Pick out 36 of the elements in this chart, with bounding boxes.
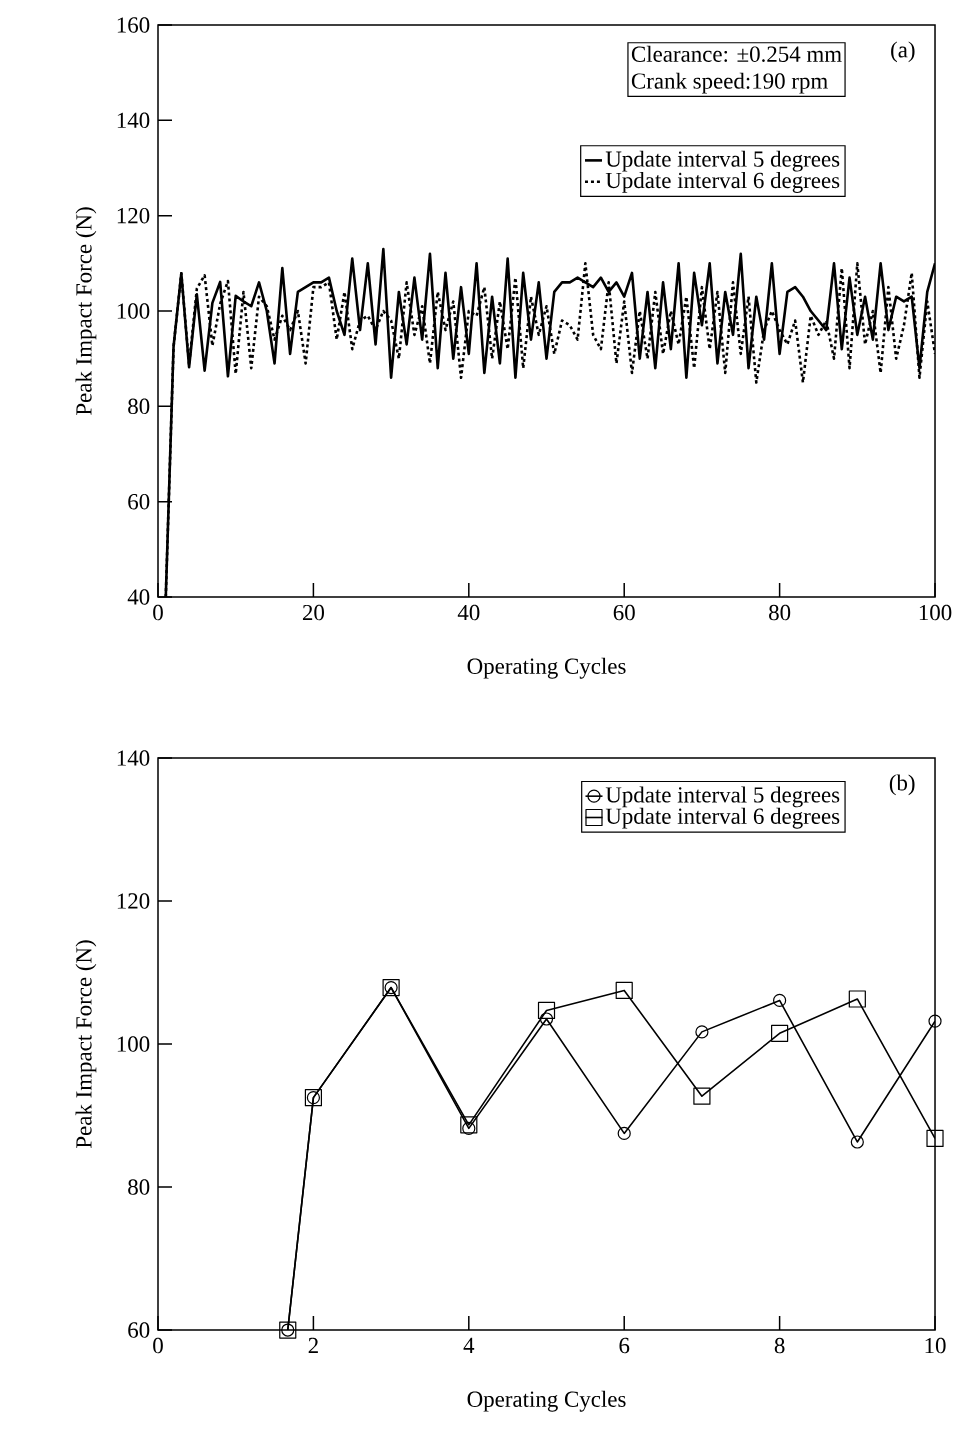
annotation: Crank speed:190 rpm	[631, 72, 828, 94]
x-axis-title: Operating Cycles	[467, 657, 626, 679]
x-tick-label: 8	[774, 1337, 785, 1354]
y-tick-label: 60	[128, 493, 150, 510]
x-tick-label: 0	[153, 1337, 163, 1354]
x-tick-label: 10	[925, 1337, 946, 1354]
x-tick-label: 20	[302, 604, 324, 621]
y-axis-title: Peak Impact Force (N)	[75, 207, 97, 416]
y-tick-label: 120	[117, 207, 150, 224]
x-tick-label: 100	[919, 604, 952, 621]
y-tick-label: 140	[117, 750, 150, 766]
x-tick-label: 6	[619, 1337, 630, 1354]
x-tick-label: 60	[613, 604, 635, 621]
annotation: Clearance: ±0.254 mm	[631, 45, 842, 62]
legend-label: Update interval 5 degrees	[605, 150, 840, 172]
y-axis-title: Peak Impact Force (N)	[75, 940, 97, 1149]
x-tick-label: 40	[457, 604, 480, 621]
x-tick-label: 2	[308, 1337, 318, 1354]
y-tick-label: 60	[128, 1322, 150, 1338]
y-tick-label: 100	[117, 1036, 150, 1052]
x-tick-label: 4	[463, 1337, 475, 1353]
y-tick-label: 80	[128, 1179, 150, 1195]
y-tick-label: 80	[128, 398, 150, 415]
y-tick-label: 160	[117, 17, 150, 33]
x-axis-title: Operating Cycles	[467, 1390, 626, 1412]
legend-label: Update interval 5 degrees	[605, 786, 840, 808]
annotation: (b)	[889, 774, 915, 796]
y-tick-label: 100	[117, 303, 150, 319]
y-tick-label: 140	[117, 112, 150, 129]
y-tick-label: 40	[127, 589, 150, 605]
x-tick-label: 0	[153, 604, 163, 621]
legend-label: Update interval 6 degrees	[605, 807, 840, 829]
x-tick-label: 80	[769, 604, 791, 621]
legend-label: Update interval 6 degrees	[605, 172, 840, 193]
annotation: (a)	[891, 41, 915, 63]
y-tick-label: 120	[117, 893, 150, 909]
